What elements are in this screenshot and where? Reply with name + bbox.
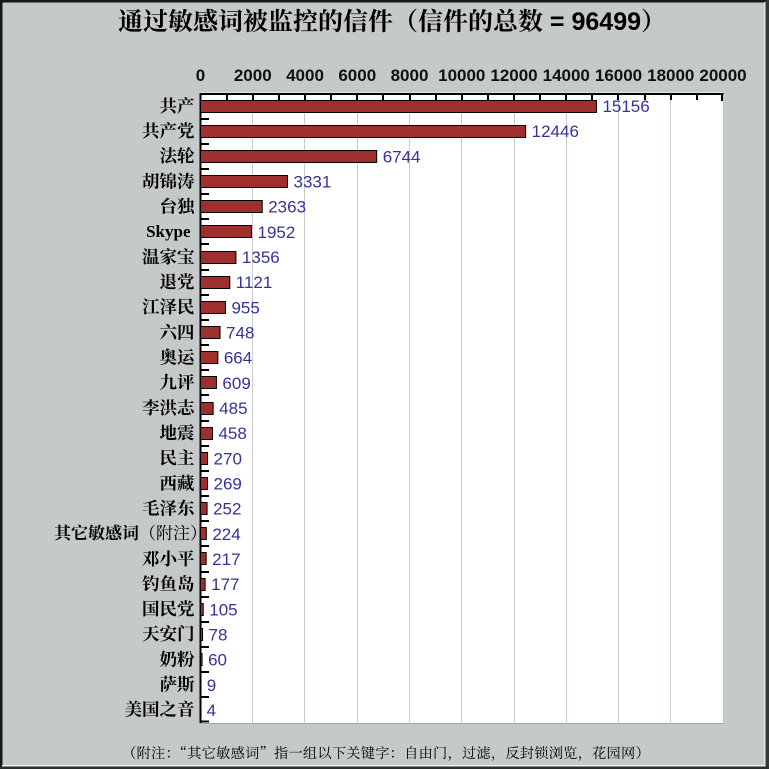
- svg-text:6744: 6744: [383, 147, 421, 166]
- svg-text:奥运: 奥运: [160, 344, 195, 369]
- svg-text:6000: 6000: [338, 66, 376, 85]
- svg-text:萨斯: 萨斯: [160, 672, 195, 697]
- svg-text:269: 269: [214, 474, 242, 493]
- svg-text:10000: 10000: [438, 66, 485, 85]
- svg-text:270: 270: [214, 449, 242, 468]
- svg-text:江泽民: 江泽民: [142, 294, 195, 319]
- svg-text:4000: 4000: [286, 66, 324, 85]
- svg-text:9: 9: [207, 676, 216, 695]
- svg-text:8000: 8000: [391, 66, 429, 85]
- svg-text:（附注：“其它敏感词”指一组以下关键字：自由门，过滤，反封锁: （附注：“其它敏感词”指一组以下关键字：自由门，过滤，反封锁浏览，花园网）: [122, 743, 650, 763]
- svg-text:16000: 16000: [595, 66, 642, 85]
- svg-text:0: 0: [196, 66, 205, 85]
- svg-text:天安门: 天安门: [142, 621, 195, 646]
- svg-text:西藏: 西藏: [160, 470, 195, 495]
- svg-text:地震: 地震: [160, 420, 195, 445]
- svg-text:奶粉: 奶粉: [160, 646, 195, 671]
- svg-text:458: 458: [218, 424, 246, 443]
- svg-text:退党: 退党: [160, 269, 195, 294]
- svg-text:20000: 20000: [699, 66, 746, 85]
- svg-text:14000: 14000: [543, 66, 590, 85]
- svg-text:1952: 1952: [258, 223, 296, 242]
- svg-text:法轮: 法轮: [160, 143, 195, 168]
- svg-text:共产党: 共产党: [142, 118, 195, 143]
- svg-text:60: 60: [208, 651, 227, 670]
- svg-text:177: 177: [211, 575, 239, 594]
- svg-text:其它敏感词（附注）: 其它敏感词（附注）: [54, 519, 207, 544]
- svg-text:国民党: 国民党: [142, 596, 195, 621]
- svg-text:台独: 台独: [160, 194, 195, 219]
- svg-text:252: 252: [213, 500, 241, 519]
- svg-text:217: 217: [212, 550, 240, 569]
- svg-text:78: 78: [209, 625, 228, 644]
- svg-text:485: 485: [219, 399, 247, 418]
- svg-text:邓小平: 邓小平: [142, 546, 195, 571]
- svg-text:李洪志: 李洪志: [142, 395, 195, 420]
- svg-text:4: 4: [207, 701, 216, 720]
- svg-text:共产: 共产: [160, 93, 195, 118]
- svg-text:15156: 15156: [602, 97, 649, 116]
- svg-text:955: 955: [231, 298, 259, 317]
- svg-text:通过敏感词被监控的信件（信件的总数 = 96499）: 通过敏感词被监控的信件（信件的总数 = 96499）: [118, 2, 666, 38]
- svg-text:748: 748: [226, 324, 254, 343]
- svg-text:九评: 九评: [160, 370, 195, 395]
- svg-text:1121: 1121: [236, 273, 273, 292]
- svg-text:3331: 3331: [294, 173, 332, 192]
- svg-text:六四: 六四: [160, 319, 195, 344]
- svg-text:664: 664: [224, 349, 252, 368]
- svg-text:18000: 18000: [647, 66, 694, 85]
- svg-text:609: 609: [222, 374, 250, 393]
- svg-text:温家宝: 温家宝: [142, 244, 195, 269]
- svg-text:1356: 1356: [242, 248, 280, 267]
- svg-text:毛泽东: 毛泽东: [142, 495, 195, 520]
- svg-text:12000: 12000: [490, 66, 537, 85]
- svg-text:钓鱼岛: 钓鱼岛: [142, 571, 195, 596]
- svg-text:105: 105: [209, 600, 237, 619]
- svg-text:224: 224: [212, 525, 240, 544]
- svg-text:胡锦涛: 胡锦涛: [142, 168, 195, 193]
- svg-text:民主: 民主: [160, 445, 195, 470]
- svg-text:美国之音: 美国之音: [125, 697, 195, 722]
- svg-text:12446: 12446: [532, 122, 579, 141]
- svg-text:2000: 2000: [234, 66, 272, 85]
- svg-text:2363: 2363: [268, 198, 306, 217]
- svg-text:Skype: Skype: [146, 222, 191, 241]
